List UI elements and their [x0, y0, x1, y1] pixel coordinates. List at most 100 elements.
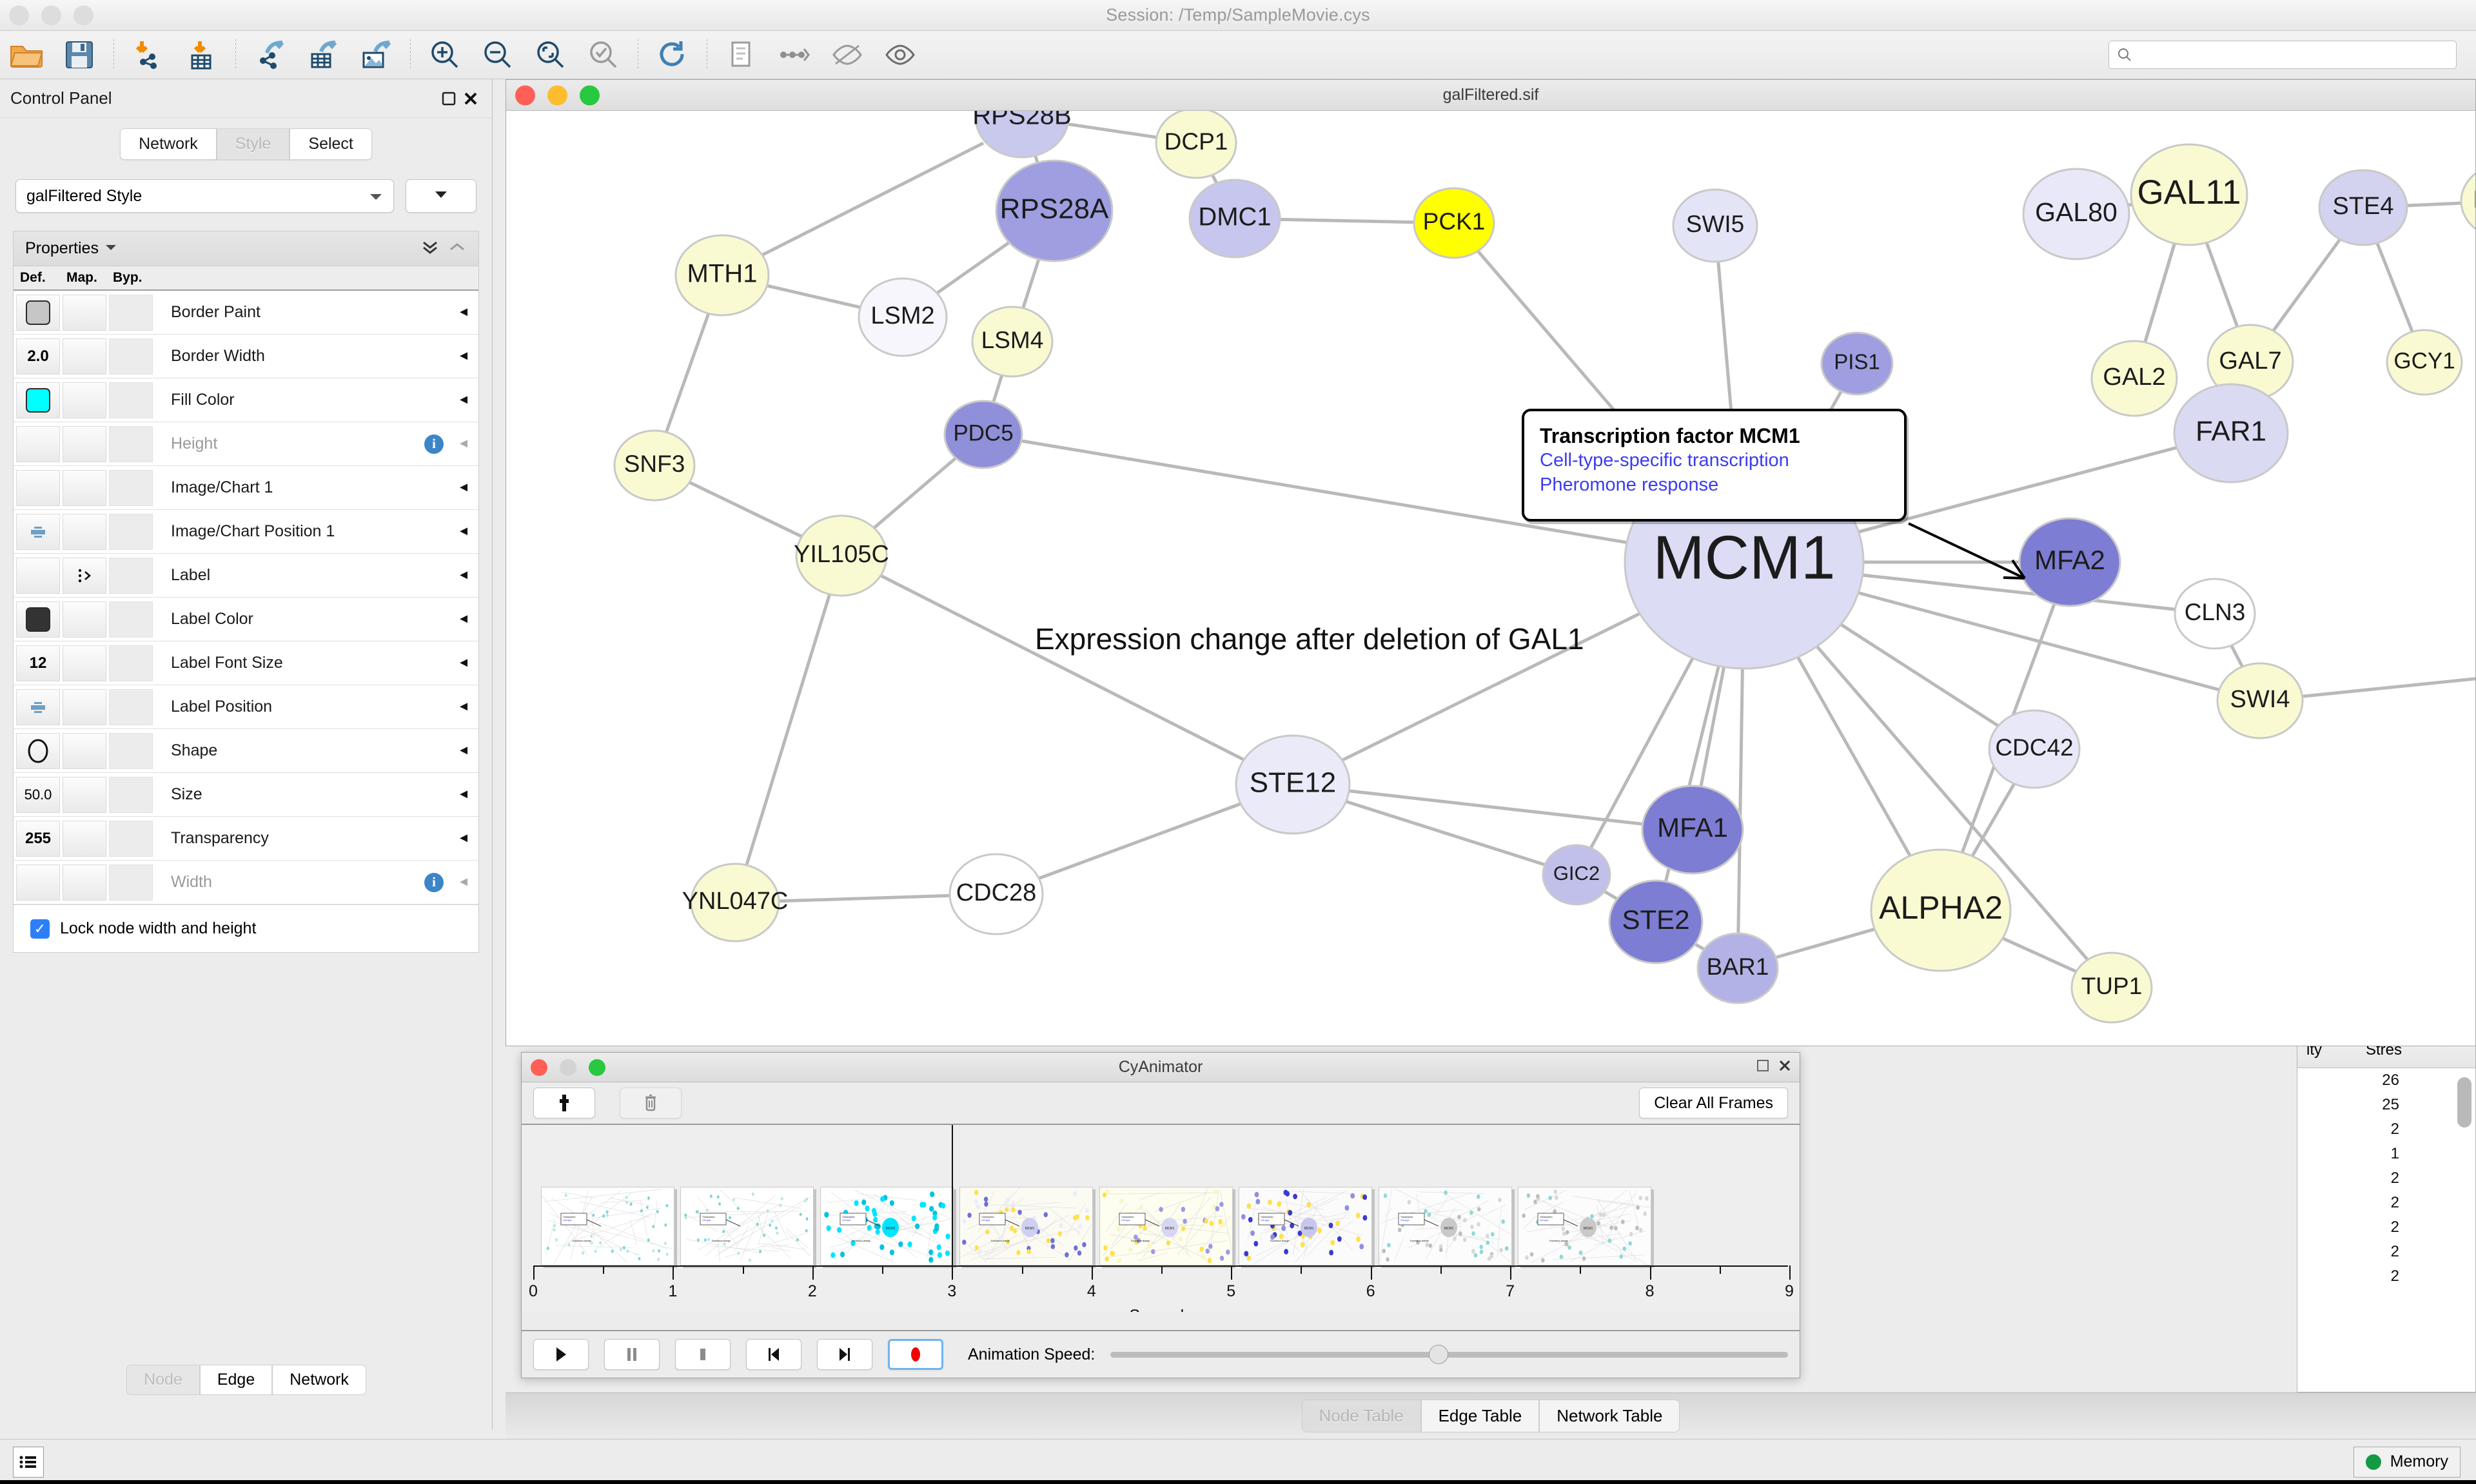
- property-mapping-cell[interactable]: [63, 864, 106, 901]
- network-node[interactable]: RPS28A: [995, 159, 1114, 262]
- network-edge[interactable]: [1292, 783, 1693, 832]
- property-row[interactable]: Label Color ◄: [14, 598, 478, 641]
- network-node[interactable]: DCP1: [1155, 111, 1237, 179]
- tab-node-table[interactable]: Node Table: [1301, 1400, 1421, 1432]
- stop-button[interactable]: [675, 1339, 731, 1370]
- property-bypass-cell[interactable]: [109, 732, 153, 769]
- first-neighbors-icon[interactable]: [768, 33, 821, 77]
- property-bypass-cell[interactable]: [109, 513, 153, 550]
- property-bypass-cell[interactable]: [109, 294, 153, 331]
- property-default-cell[interactable]: 2.0: [16, 338, 60, 375]
- expand-arrow-icon[interactable]: ◄: [457, 831, 470, 845]
- property-row[interactable]: Image/Chart 1 ◄: [14, 466, 478, 510]
- zoom-selected-icon[interactable]: [577, 33, 630, 77]
- property-default-cell[interactable]: [16, 864, 60, 901]
- close-cyanimator-button[interactable]: [531, 1059, 547, 1076]
- timeline-frame[interactable]: MCM1 Transcription Cell-type Expression cha…: [1378, 1187, 1512, 1265]
- property-bypass-cell[interactable]: [109, 645, 153, 681]
- property-mapping-cell[interactable]: [63, 557, 106, 594]
- export-image-icon[interactable]: [349, 33, 402, 77]
- table-row[interactable]: 2: [2390, 1218, 2399, 1236]
- property-default-cell[interactable]: 50.0: [16, 776, 60, 813]
- property-bypass-cell[interactable]: [109, 601, 153, 638]
- tab-edge-table[interactable]: Edge Table: [1420, 1400, 1540, 1432]
- add-frame-button[interactable]: [533, 1088, 595, 1118]
- property-row[interactable]: Height i ◄: [14, 422, 478, 466]
- minimize-window-button[interactable]: [41, 5, 61, 25]
- network-node[interactable]: STE2: [1608, 879, 1704, 964]
- new-network-icon[interactable]: [715, 33, 768, 77]
- property-mapping-cell[interactable]: [63, 645, 106, 681]
- close-icon[interactable]: [460, 88, 482, 110]
- network-edge[interactable]: [840, 554, 1294, 786]
- next-frame-button[interactable]: [817, 1339, 872, 1370]
- hide-selected-icon[interactable]: [821, 33, 874, 77]
- network-node[interactable]: SNF3: [613, 429, 696, 502]
- delete-frame-button[interactable]: [620, 1088, 682, 1118]
- annotation-box[interactable]: Transcription factor MCM1 Cell-type-spec…: [1522, 409, 1907, 522]
- expand-arrow-icon[interactable]: ◄: [457, 568, 470, 582]
- slider-knob[interactable]: [1429, 1345, 1449, 1364]
- info-icon[interactable]: i: [424, 434, 444, 454]
- property-mapping-cell[interactable]: [63, 294, 106, 331]
- network-node[interactable]: DMC1: [1188, 179, 1281, 259]
- property-bypass-cell[interactable]: [109, 688, 153, 725]
- tab-edge[interactable]: Edge: [199, 1365, 273, 1395]
- property-row[interactable]: Border Paint ◄: [14, 291, 478, 335]
- expand-arrow-icon[interactable]: ◄: [457, 349, 470, 363]
- expand-arrow-icon[interactable]: ◄: [457, 305, 470, 319]
- property-default-cell[interactable]: [16, 557, 60, 594]
- close-window-button[interactable]: [9, 5, 29, 25]
- property-bypass-cell[interactable]: [109, 776, 153, 813]
- clear-all-frames-button[interactable]: Clear All Frames: [1639, 1088, 1788, 1118]
- network-node[interactable]: MFA2: [2018, 517, 2121, 607]
- property-default-cell[interactable]: 12: [16, 645, 60, 681]
- minimize-network-button[interactable]: [547, 85, 567, 105]
- expand-all-icon[interactable]: [420, 239, 440, 259]
- network-node[interactable]: YNL047C: [682, 863, 789, 942]
- expand-arrow-icon[interactable]: ◄: [457, 524, 470, 538]
- zoom-out-icon[interactable]: [471, 33, 524, 77]
- expand-arrow-icon[interactable]: ◄: [457, 787, 470, 801]
- property-row[interactable]: 255 Transparency ◄: [14, 817, 478, 861]
- timeline-frame[interactable]: Transcription Cell-type Expression change: [541, 1187, 674, 1265]
- minimize-cyanimator-button[interactable]: [560, 1059, 576, 1076]
- property-default-cell[interactable]: [16, 382, 60, 418]
- export-table-icon[interactable]: [297, 33, 349, 77]
- expand-arrow-icon[interactable]: ◄: [457, 436, 470, 451]
- zoom-fit-icon[interactable]: [524, 33, 577, 77]
- property-mapping-cell[interactable]: [63, 688, 106, 725]
- property-mapping-cell[interactable]: [63, 425, 106, 462]
- property-bypass-cell[interactable]: [109, 557, 153, 594]
- cyanimator-traffic-lights[interactable]: [531, 1059, 605, 1076]
- property-row[interactable]: Fill Color ◄: [14, 378, 478, 422]
- network-node[interactable]: GAL11: [2130, 143, 2248, 246]
- property-default-cell[interactable]: [16, 294, 60, 331]
- network-node[interactable]: GCY1: [2386, 329, 2463, 396]
- network-node[interactable]: STE12: [1235, 734, 1351, 835]
- table-row[interactable]: 2: [2390, 1194, 2399, 1211]
- network-node[interactable]: FAR1: [2173, 383, 2289, 483]
- network-node[interactable]: CDC28: [948, 853, 1044, 935]
- tab-network[interactable]: Network: [120, 128, 217, 160]
- property-mapping-cell[interactable]: [63, 601, 106, 638]
- property-mapping-cell[interactable]: [63, 382, 106, 418]
- network-node[interactable]: SWI5: [1672, 188, 1758, 263]
- property-default-cell[interactable]: [16, 732, 60, 769]
- import-network-icon[interactable]: [122, 33, 175, 77]
- property-default-cell[interactable]: 255: [16, 820, 60, 857]
- timeline-frame[interactable]: MCM1 Transcription Cell-type Expression cha…: [959, 1187, 1094, 1265]
- network-node[interactable]: STE4: [2318, 169, 2408, 246]
- search-box[interactable]: [2108, 41, 2457, 69]
- window-traffic-lights[interactable]: [9, 5, 93, 25]
- timeline-playhead[interactable]: [952, 1125, 954, 1265]
- tab-network-style[interactable]: Network: [272, 1365, 366, 1395]
- table-scrollbar[interactable]: [2457, 1077, 2471, 1128]
- network-node[interactable]: GAL7: [2206, 324, 2294, 401]
- property-default-cell[interactable]: [16, 601, 60, 638]
- float-panel-icon[interactable]: [438, 88, 460, 110]
- timeline-frame[interactable]: MCM1 Transcription Cell-type Expression cha…: [1099, 1187, 1233, 1265]
- network-node[interactable]: LSM4: [971, 306, 1054, 378]
- maximize-cyanimator-button[interactable]: [589, 1059, 605, 1076]
- property-bypass-cell[interactable]: [109, 425, 153, 462]
